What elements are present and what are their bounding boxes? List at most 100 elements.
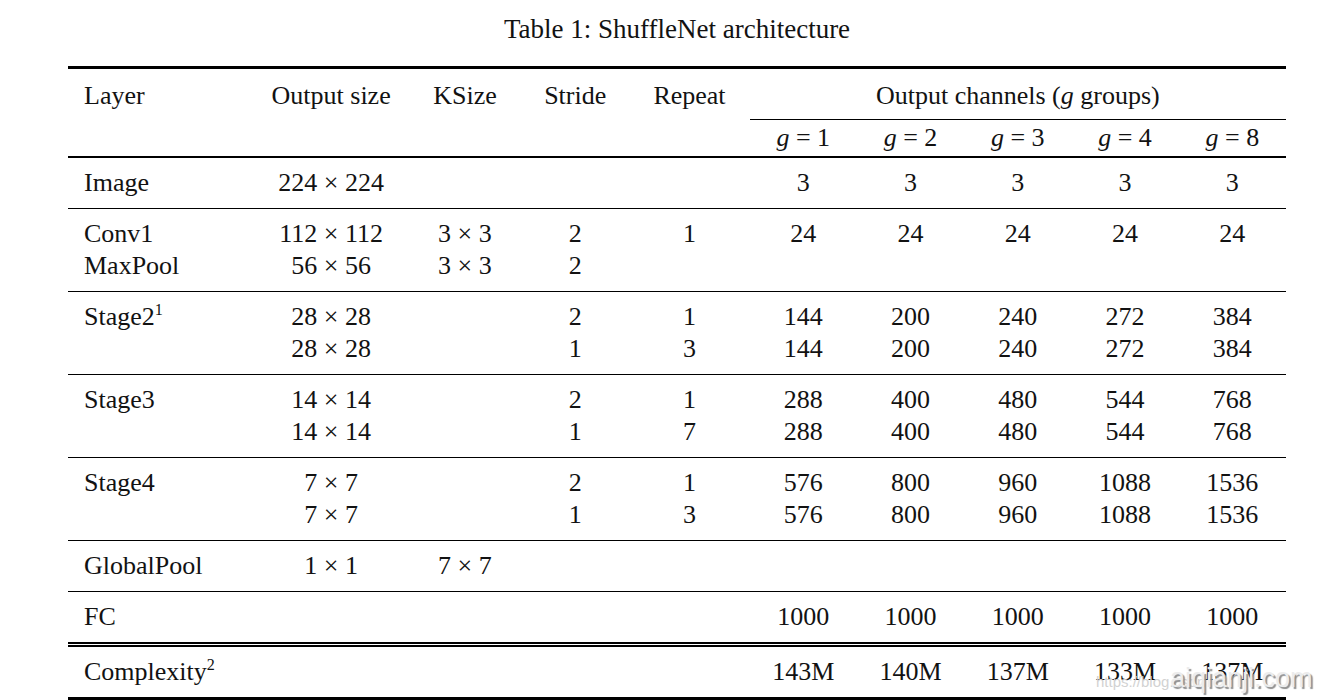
repeat-cell bbox=[629, 591, 749, 644]
table-row-globalpool: GlobalPool 1 × 1 7 × 7 bbox=[68, 540, 1286, 591]
ksize-cell bbox=[409, 416, 521, 458]
stride-cell: 2 bbox=[521, 208, 629, 250]
ksize-cell bbox=[409, 291, 521, 333]
layer-name: MaxPool bbox=[84, 251, 179, 280]
repeat-cell: 3 bbox=[629, 499, 749, 541]
output-size-cell bbox=[253, 591, 408, 644]
g2-cell: 200 bbox=[857, 291, 964, 333]
output-size-cell: 7 × 7 bbox=[253, 457, 408, 499]
repeat-cell: 1 bbox=[629, 374, 749, 416]
g2-cell: 3 bbox=[857, 157, 964, 209]
table-caption: Table 1: ShuffleNet architecture bbox=[68, 14, 1286, 45]
ksize-cell bbox=[409, 499, 521, 541]
layer-cell bbox=[68, 416, 253, 458]
col-header-output-channels: Output channels (g groups) bbox=[750, 68, 1286, 120]
g8-cell: 1000 bbox=[1179, 591, 1286, 644]
ksize-cell: 3 × 3 bbox=[409, 208, 521, 250]
col-header-g3: g = 3 bbox=[964, 120, 1071, 157]
stride-cell: 2 bbox=[521, 250, 629, 292]
g-var: g bbox=[1205, 123, 1218, 152]
g8-cell: 768 bbox=[1179, 374, 1286, 416]
output-size-cell: 14 × 14 bbox=[253, 416, 408, 458]
g-var: g bbox=[1098, 123, 1111, 152]
g3-cell: 240 bbox=[964, 333, 1071, 375]
g3-cell: 480 bbox=[964, 416, 1071, 458]
layer-name: Stage3 bbox=[84, 385, 155, 414]
g2-cell: 400 bbox=[857, 374, 964, 416]
repeat-cell: 7 bbox=[629, 416, 749, 458]
layer-cell: FC bbox=[68, 591, 253, 644]
ksize-cell bbox=[409, 157, 521, 209]
repeat-cell: 3 bbox=[629, 333, 749, 375]
shufflenet-architecture-table: Layer Output size KSize Stride Repeat Ou… bbox=[68, 66, 1286, 700]
stride-cell: 2 bbox=[521, 457, 629, 499]
group-fc: FC 1000 1000 1000 1000 1000 bbox=[68, 591, 1286, 644]
repeat-cell: 1 bbox=[629, 457, 749, 499]
g4-cell: 24 bbox=[1071, 208, 1178, 250]
g3-cell: 24 bbox=[964, 208, 1071, 250]
layer-name: Conv1 bbox=[84, 219, 153, 248]
table-row-maxpool: MaxPool 56 × 56 3 × 3 2 bbox=[68, 250, 1286, 292]
layer-cell: Stage4 bbox=[68, 457, 253, 499]
group-globalpool: GlobalPool 1 × 1 7 × 7 bbox=[68, 540, 1286, 591]
table-row-conv1: Conv1 112 × 112 3 × 3 2 1 24 24 24 24 24 bbox=[68, 208, 1286, 250]
stride-cell: 2 bbox=[521, 374, 629, 416]
output-size-cell: 224 × 224 bbox=[253, 157, 408, 209]
g8-cell bbox=[1179, 250, 1286, 292]
ksize-cell bbox=[409, 591, 521, 644]
group-stage4: Stage4 7 × 7 2 1 576 800 960 1088 1536 7… bbox=[68, 457, 1286, 540]
repeat-cell bbox=[629, 250, 749, 292]
g2-cell: 140M bbox=[857, 644, 964, 699]
g3-cell: 240 bbox=[964, 291, 1071, 333]
g1-cell: 143M bbox=[750, 644, 857, 699]
repeat-cell: 1 bbox=[629, 208, 749, 250]
layer-cell: Conv1 bbox=[68, 208, 253, 250]
table-row-stage2-a: Stage21 28 × 28 2 1 144 200 240 272 384 bbox=[68, 291, 1286, 333]
g3-cell: 480 bbox=[964, 374, 1071, 416]
output-size-cell: 112 × 112 bbox=[253, 208, 408, 250]
group-image: Image 224 × 224 3 3 3 3 3 bbox=[68, 157, 1286, 209]
g2-cell: 200 bbox=[857, 333, 964, 375]
g8-cell: 1536 bbox=[1179, 457, 1286, 499]
table-row-stage3-b: 14 × 14 1 7 288 400 480 544 768 bbox=[68, 416, 1286, 458]
g8-cell: 1536 bbox=[1179, 499, 1286, 541]
repeat-cell bbox=[629, 540, 749, 591]
layer-cell: Stage3 bbox=[68, 374, 253, 416]
g-var: g bbox=[991, 123, 1004, 152]
col-header-repeat: Repeat bbox=[629, 68, 749, 157]
g4-cell bbox=[1071, 540, 1178, 591]
g-value: = 3 bbox=[1004, 123, 1045, 152]
output-size-cell: 56 × 56 bbox=[253, 250, 408, 292]
g8-cell: 768 bbox=[1179, 416, 1286, 458]
g1-cell: 3 bbox=[750, 157, 857, 209]
output-size-cell: 14 × 14 bbox=[253, 374, 408, 416]
repeat-cell bbox=[629, 644, 749, 699]
repeat-cell: 1 bbox=[629, 291, 749, 333]
g4-cell: 272 bbox=[1071, 291, 1178, 333]
g8-cell bbox=[1179, 540, 1286, 591]
col-header-g4: g = 4 bbox=[1071, 120, 1178, 157]
table-row-stage4-a: Stage4 7 × 7 2 1 576 800 960 1088 1536 bbox=[68, 457, 1286, 499]
g3-cell: 1000 bbox=[964, 591, 1071, 644]
g4-cell: 272 bbox=[1071, 333, 1178, 375]
g4-cell bbox=[1071, 250, 1178, 292]
table-header: Layer Output size KSize Stride Repeat Ou… bbox=[68, 68, 1286, 157]
g2-cell: 800 bbox=[857, 499, 964, 541]
stride-cell bbox=[521, 157, 629, 209]
g1-cell: 576 bbox=[750, 457, 857, 499]
g1-cell: 1000 bbox=[750, 591, 857, 644]
g2-cell: 800 bbox=[857, 457, 964, 499]
repeat-cell bbox=[629, 157, 749, 209]
layer-name: Stage2 bbox=[84, 302, 155, 331]
g2-cell bbox=[857, 250, 964, 292]
table-row-stage3-a: Stage3 14 × 14 2 1 288 400 480 544 768 bbox=[68, 374, 1286, 416]
g1-cell bbox=[750, 250, 857, 292]
layer-name: Stage4 bbox=[84, 468, 155, 497]
layer-cell: MaxPool bbox=[68, 250, 253, 292]
layer-cell: Image bbox=[68, 157, 253, 209]
g-var: g bbox=[884, 123, 897, 152]
g1-cell: 288 bbox=[750, 416, 857, 458]
g1-cell: 144 bbox=[750, 333, 857, 375]
g4-cell: 133M bbox=[1071, 644, 1178, 699]
g4-cell: 1088 bbox=[1071, 499, 1178, 541]
